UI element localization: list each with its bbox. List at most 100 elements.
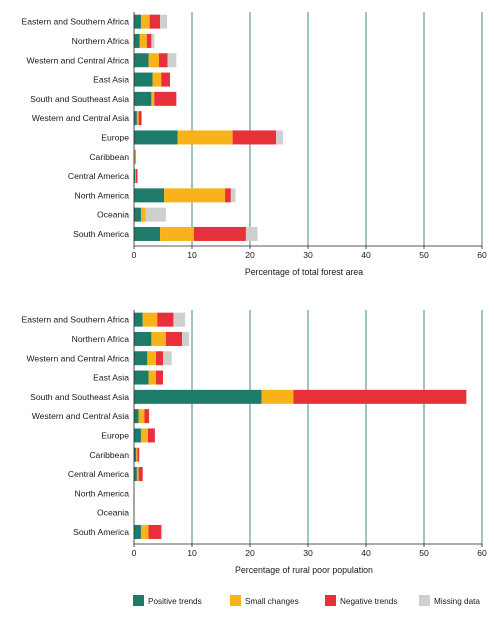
bar-segment <box>151 33 155 48</box>
legend-swatch <box>325 595 336 606</box>
category-label: Oceania <box>97 210 129 220</box>
category-label: East Asia <box>93 373 129 383</box>
bar-segment <box>134 524 141 539</box>
x-tick-label: 40 <box>361 548 371 558</box>
bar-segment <box>161 524 163 539</box>
bar-segment <box>134 53 149 68</box>
category-label: Europe <box>101 430 129 440</box>
bar-segment <box>140 524 149 539</box>
x-tick-label: 0 <box>132 250 137 260</box>
bar-segment <box>134 130 178 145</box>
bar-segment <box>144 409 150 424</box>
bar-segment <box>134 351 148 366</box>
category-label: Oceania <box>97 508 129 518</box>
bar-segment <box>163 351 172 366</box>
category-label: Western and Central Asia <box>32 411 130 421</box>
bar-segment <box>137 447 140 462</box>
category-label: Central America <box>68 171 129 181</box>
x-axis-title: Percentage of rural poor population <box>235 565 373 575</box>
bar-segment <box>138 409 145 424</box>
bar-segment <box>134 467 137 482</box>
legend: Positive trends Small changes Negative tre… <box>133 595 480 606</box>
bar-segment <box>138 467 143 482</box>
x-tick-label: 10 <box>187 548 197 558</box>
category-label: Eastern and Southern Africa <box>22 315 130 325</box>
bar-segment <box>160 226 194 241</box>
bar-segment <box>134 226 161 241</box>
bar-segment <box>152 72 162 87</box>
bar-segment <box>134 389 262 404</box>
legend-swatch <box>230 595 241 606</box>
bar-segment <box>136 447 138 462</box>
category-label: North America <box>75 488 130 498</box>
bar-segment <box>156 370 163 385</box>
bar-segment <box>134 33 140 48</box>
bar-segment <box>154 91 177 106</box>
category-label: Northern Africa <box>72 334 130 344</box>
bar-segment <box>134 111 137 126</box>
x-tick-label: 0 <box>132 548 137 558</box>
bar-segment <box>225 188 231 203</box>
category-label: Eastern and Southern Africa <box>22 17 130 27</box>
category-label: South America <box>73 229 129 239</box>
bar-segment <box>151 91 155 106</box>
x-tick-label: 60 <box>477 250 487 260</box>
category-label: Western and Central Africa <box>26 55 129 65</box>
bar-segment <box>148 370 157 385</box>
bar-segment <box>135 149 136 164</box>
legend-label: Negative trends <box>340 597 397 606</box>
bar-segment <box>142 312 158 327</box>
x-tick-label: 10 <box>187 250 197 260</box>
x-tick-label: 60 <box>477 548 487 558</box>
bar-segment <box>135 169 136 184</box>
x-tick-label: 40 <box>361 250 371 260</box>
x-tick-label: 30 <box>303 548 313 558</box>
category-label: South and Southeast Asia <box>30 94 129 104</box>
bar-segment <box>134 149 136 164</box>
category-label: Western and Central Asia <box>32 113 130 123</box>
x-tick-label: 20 <box>245 548 255 558</box>
bar-segment <box>139 33 147 48</box>
category-label: Caribbean <box>89 152 129 162</box>
x-tick-label: 50 <box>419 548 429 558</box>
bar-segment <box>134 312 143 327</box>
bar-segment <box>293 389 467 404</box>
bar-segment <box>134 188 165 203</box>
bar-segment <box>147 351 157 366</box>
rural-poor-chart: Eastern and Southern Africa Northern Afri… <box>22 310 487 575</box>
category-label: Europe <box>101 132 129 142</box>
bar-segment <box>182 331 190 346</box>
bar-segment <box>161 72 170 87</box>
category-label: North America <box>75 190 130 200</box>
bar-segment <box>167 53 177 68</box>
bar-segment <box>177 130 233 145</box>
legend-swatch <box>419 595 430 606</box>
bar-segment <box>138 111 142 126</box>
bar-segment <box>173 312 186 327</box>
bar-segment <box>140 428 148 443</box>
category-label: Western and Central Africa <box>26 353 129 363</box>
bar-segment <box>261 389 294 404</box>
bar-segment <box>134 428 141 443</box>
forest-area-chart: Eastern and Southern Africa Northern Afri… <box>22 12 487 277</box>
x-tick-label: 20 <box>245 250 255 260</box>
category-label: Central America <box>68 469 129 479</box>
x-tick-label: 50 <box>419 250 429 260</box>
category-label: South and Southeast Asia <box>30 392 129 402</box>
bar-segment <box>157 312 174 327</box>
bar-segment <box>134 72 153 87</box>
bar-segment <box>165 331 183 346</box>
bar-segment <box>135 169 138 184</box>
category-label: East Asia <box>93 75 129 85</box>
bar-segment <box>193 226 246 241</box>
bar-segment <box>134 207 141 222</box>
bar-segment <box>148 524 162 539</box>
bar-segment <box>134 370 149 385</box>
bar-segment <box>146 33 152 48</box>
category-label: Caribbean <box>89 450 129 460</box>
bar-segment <box>160 14 168 29</box>
bar-segment <box>158 53 168 68</box>
bar-segment <box>245 226 258 241</box>
